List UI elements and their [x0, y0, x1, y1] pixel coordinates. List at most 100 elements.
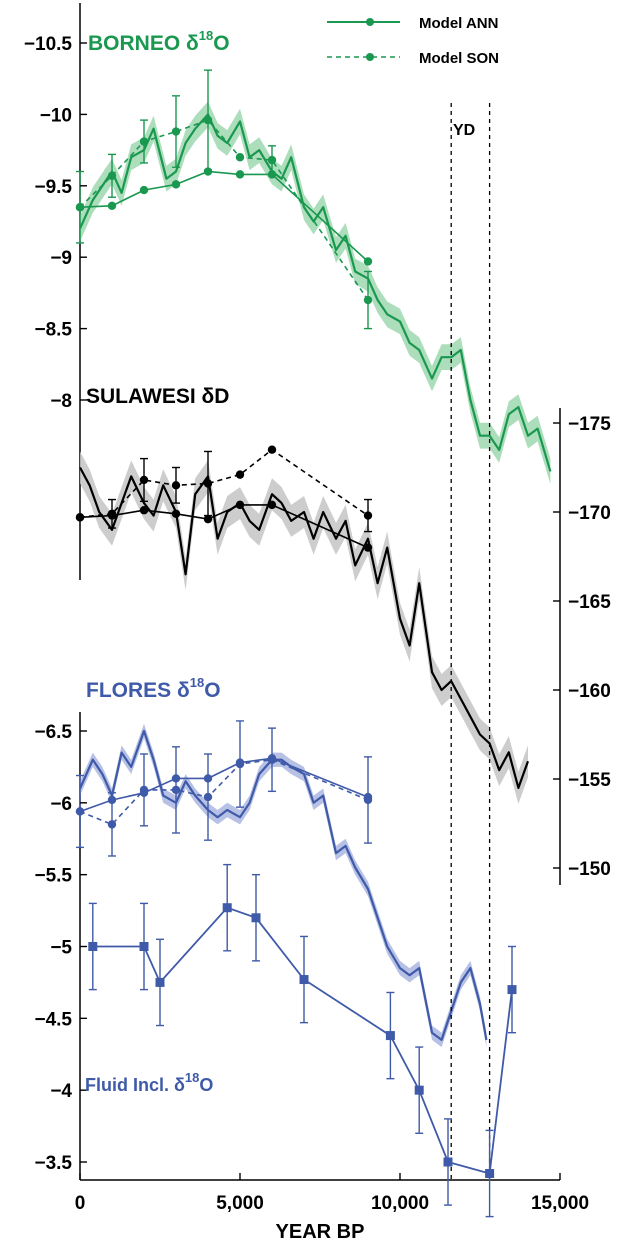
flores-ytick-label: −5.5 — [34, 866, 72, 887]
borneo-record-line — [78, 113, 552, 472]
sulawesi-model_son-point — [267, 445, 277, 454]
sulawesi-model_ann-point — [75, 513, 85, 522]
sulawesi-ytick-label: −150 — [568, 859, 611, 880]
sulawesi-model_ann-point — [107, 511, 117, 520]
sulawesi-model_ann-line — [79, 504, 369, 549]
flores-ytick-label: −5 — [50, 938, 72, 959]
flores-ytick-label: −3.5 — [34, 1153, 72, 1174]
fluid-inclusion-point — [222, 903, 232, 913]
flores-model_ann-point — [267, 754, 277, 763]
fluid-inclusion-point — [251, 913, 261, 923]
borneo-ytick-label: −9.5 — [34, 177, 72, 198]
fluid-inclusion-point — [139, 942, 149, 951]
sulawesi-model_son-line — [79, 448, 369, 519]
borneo-model_ann-point — [75, 203, 85, 212]
flores-title: FLORES δ18O — [86, 675, 221, 702]
borneo-model_ann-line — [79, 170, 369, 263]
fluid-inclusion-point — [299, 975, 309, 985]
flores-model_ann-point — [363, 792, 373, 802]
borneo-model_son-point — [139, 137, 149, 146]
xtick-label: 10,000 — [371, 1193, 429, 1214]
borneo-model_son-point — [363, 295, 373, 305]
fluid-inclusion-point — [414, 1085, 424, 1095]
fluid-inclusion-point — [443, 1157, 453, 1167]
borneo-ytick-label: −8 — [50, 391, 72, 412]
sulawesi-title: SULAWESI δD — [86, 385, 229, 408]
flores-model_ann-point — [203, 774, 213, 783]
x-axis-title: YEAR BP — [276, 1221, 365, 1243]
fluid-inclusion-line — [92, 906, 513, 1175]
axis-ticks — [79, 42, 561, 1180]
borneo-ytick-label: −9 — [50, 248, 72, 269]
borneo-title: BORNEO δ18O — [88, 28, 230, 55]
flores-model_ann-point — [107, 795, 117, 805]
borneo-model_son-point — [235, 153, 245, 162]
sulawesi-model_ann-point — [139, 506, 149, 515]
borneo-model_son-line — [79, 119, 369, 301]
borneo-model_son-point — [107, 171, 117, 181]
sulawesi-model_son-point — [203, 479, 213, 488]
flores-model_ann-point — [75, 807, 85, 816]
model-series — [75, 69, 373, 857]
fluid-inclusion-series — [88, 863, 517, 1218]
borneo-model_ann-point — [267, 170, 277, 179]
borneo-model_ann-point — [139, 185, 149, 195]
xtick-label: 5,000 — [216, 1193, 264, 1214]
borneo-model_son-point — [171, 127, 181, 136]
legend-ann-label: Model ANN — [419, 15, 498, 32]
borneo-ytick-label: −10 — [40, 105, 72, 126]
sulawesi-model_ann-point — [235, 500, 245, 510]
sulawesi-record-line — [79, 466, 530, 790]
fluid-inclusion-point — [385, 1031, 395, 1041]
flores-model_son-point — [107, 820, 117, 829]
borneo-model_ann-point — [235, 170, 245, 179]
yd-lines — [450, 103, 491, 1180]
sulawesi-ytick-label: −165 — [568, 592, 611, 613]
flores-model_son-line — [79, 758, 369, 826]
legend-son-label: Model SON — [419, 50, 499, 67]
flores-model_ann-point — [235, 758, 245, 767]
borneo-model_ann-point — [171, 180, 181, 189]
borneo-model_son-point — [203, 115, 213, 125]
flores-ytick-label: −6 — [50, 794, 72, 815]
text-labels: −10.5 −10 −9.5 −9 −8.5 −8 −175 −170 −165 −160 −155… — [24, 34, 611, 1214]
sulawesi-model_ann-point — [171, 509, 181, 518]
fluid-inclusion-point — [155, 977, 165, 987]
legend: Model ANN Model SON — [327, 15, 499, 67]
yd-annotation: YD — [453, 122, 475, 139]
sulawesi-ytick-label: −170 — [568, 503, 611, 524]
sulawesi-ytick-label: −160 — [568, 681, 611, 702]
flores-model_son-point — [171, 785, 181, 795]
flores-model_son-point — [203, 792, 213, 802]
flores-ytick-label: −6.5 — [34, 722, 72, 743]
sulawesi-ytick-label: −175 — [568, 414, 611, 435]
fluid-inclusion-label: Fluid Incl. δ18O — [85, 1070, 213, 1095]
sulawesi-model_ann-point — [363, 543, 373, 552]
borneo-model_ann-point — [363, 257, 373, 266]
borneo-ytick-label: −10.5 — [24, 34, 73, 55]
flores-model_ann-point — [139, 788, 149, 797]
borneo-model_ann-point — [107, 201, 117, 210]
legend-ann-marker — [366, 18, 374, 26]
sulawesi-model_son-point — [171, 481, 181, 490]
xtick-label: 15,000 — [531, 1193, 589, 1214]
sulawesi-model_son-point — [139, 475, 149, 485]
sulawesi-model_son-point — [363, 511, 373, 520]
sulawesi-model_ann-point — [267, 500, 277, 510]
flores-ytick-label: −4.5 — [34, 1009, 72, 1030]
flores-model_ann-line — [79, 757, 369, 813]
borneo-band — [80, 101, 551, 485]
sulawesi-model_ann-point — [203, 514, 213, 524]
uncertainty-bands — [80, 101, 551, 1048]
fluid-inclusion-point — [485, 1168, 495, 1178]
sulawesi-band — [80, 451, 528, 804]
record-lines — [78, 113, 552, 1042]
borneo-ytick-label: −8.5 — [34, 320, 72, 341]
flores-ytick-label: −4 — [50, 1081, 72, 1102]
sulawesi-ytick-label: −155 — [568, 770, 611, 791]
xtick-label: 0 — [75, 1193, 86, 1214]
borneo-model_son-point — [267, 155, 277, 165]
fluid-inclusion-point — [507, 985, 517, 995]
legend-son-marker — [366, 53, 374, 61]
